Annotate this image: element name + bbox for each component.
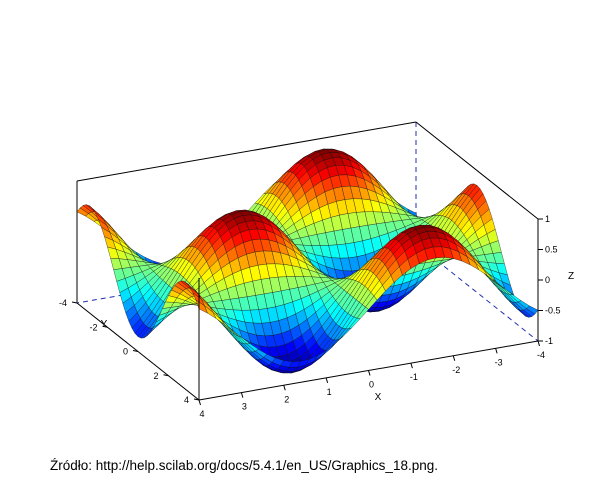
- box-edge-back-bottom-right: [415, 243, 539, 342]
- y-axis-label: Y: [101, 319, 108, 330]
- x-axis-label: X: [375, 392, 382, 403]
- y-tick-mark: [193, 398, 200, 401]
- z-tick-label: -1: [545, 336, 553, 346]
- x-tick-mark: [240, 392, 244, 398]
- x-tick-label: 3: [242, 402, 247, 412]
- x-tick-mark: [495, 348, 498, 354]
- x-tick-label: 0: [369, 380, 374, 390]
- y-tick-label: 4: [184, 395, 189, 405]
- x-tick-label: -4: [537, 350, 545, 360]
- y-tick-label: 2: [153, 371, 158, 381]
- box-edge-back-top: [76, 121, 417, 182]
- box-edge-back-top-right: [415, 121, 539, 220]
- x-tick-mark: [452, 355, 456, 361]
- x-tick-label: -3: [495, 357, 503, 367]
- source-caption: Źródło: http://help.scilab.org/docs/5.4.…: [50, 458, 438, 473]
- y-tick-label: -4: [59, 298, 67, 308]
- surface-mesh: [76, 148, 539, 374]
- x-tick-label: 2: [284, 394, 289, 404]
- y-tick-label: -2: [89, 322, 97, 332]
- x-tick-mark: [325, 377, 329, 384]
- x-tick-mark: [368, 370, 371, 376]
- x-tick-mark: [410, 362, 413, 369]
- z-tick-label: -0.5: [545, 306, 561, 316]
- z-tick-label: 0: [545, 275, 550, 285]
- y-tick-mark: [102, 325, 108, 328]
- x-tick-label: -2: [452, 365, 460, 375]
- x-tick-mark: [198, 399, 201, 406]
- y-tick-label: 0: [123, 347, 128, 357]
- x-tick-label: 4: [199, 409, 204, 419]
- x-tick-label: 1: [327, 387, 332, 397]
- x-tick-mark: [537, 340, 540, 347]
- x-tick-label: -1: [410, 372, 418, 382]
- y-tick-mark: [71, 301, 78, 304]
- z-tick-label: 0.5: [545, 245, 558, 255]
- z-tick-label: 1: [545, 214, 550, 224]
- z-axis-label: Z: [568, 271, 574, 282]
- axis-ticks: 4 3 2 1 0 -1 -2 -3 -4 -4 -2 0 2 4 1 0.5 0 -0.5 -1: [59, 214, 561, 419]
- y-tick-mark: [132, 350, 139, 352]
- x-tick-mark: [283, 385, 286, 391]
- y-tick-mark: [163, 374, 169, 377]
